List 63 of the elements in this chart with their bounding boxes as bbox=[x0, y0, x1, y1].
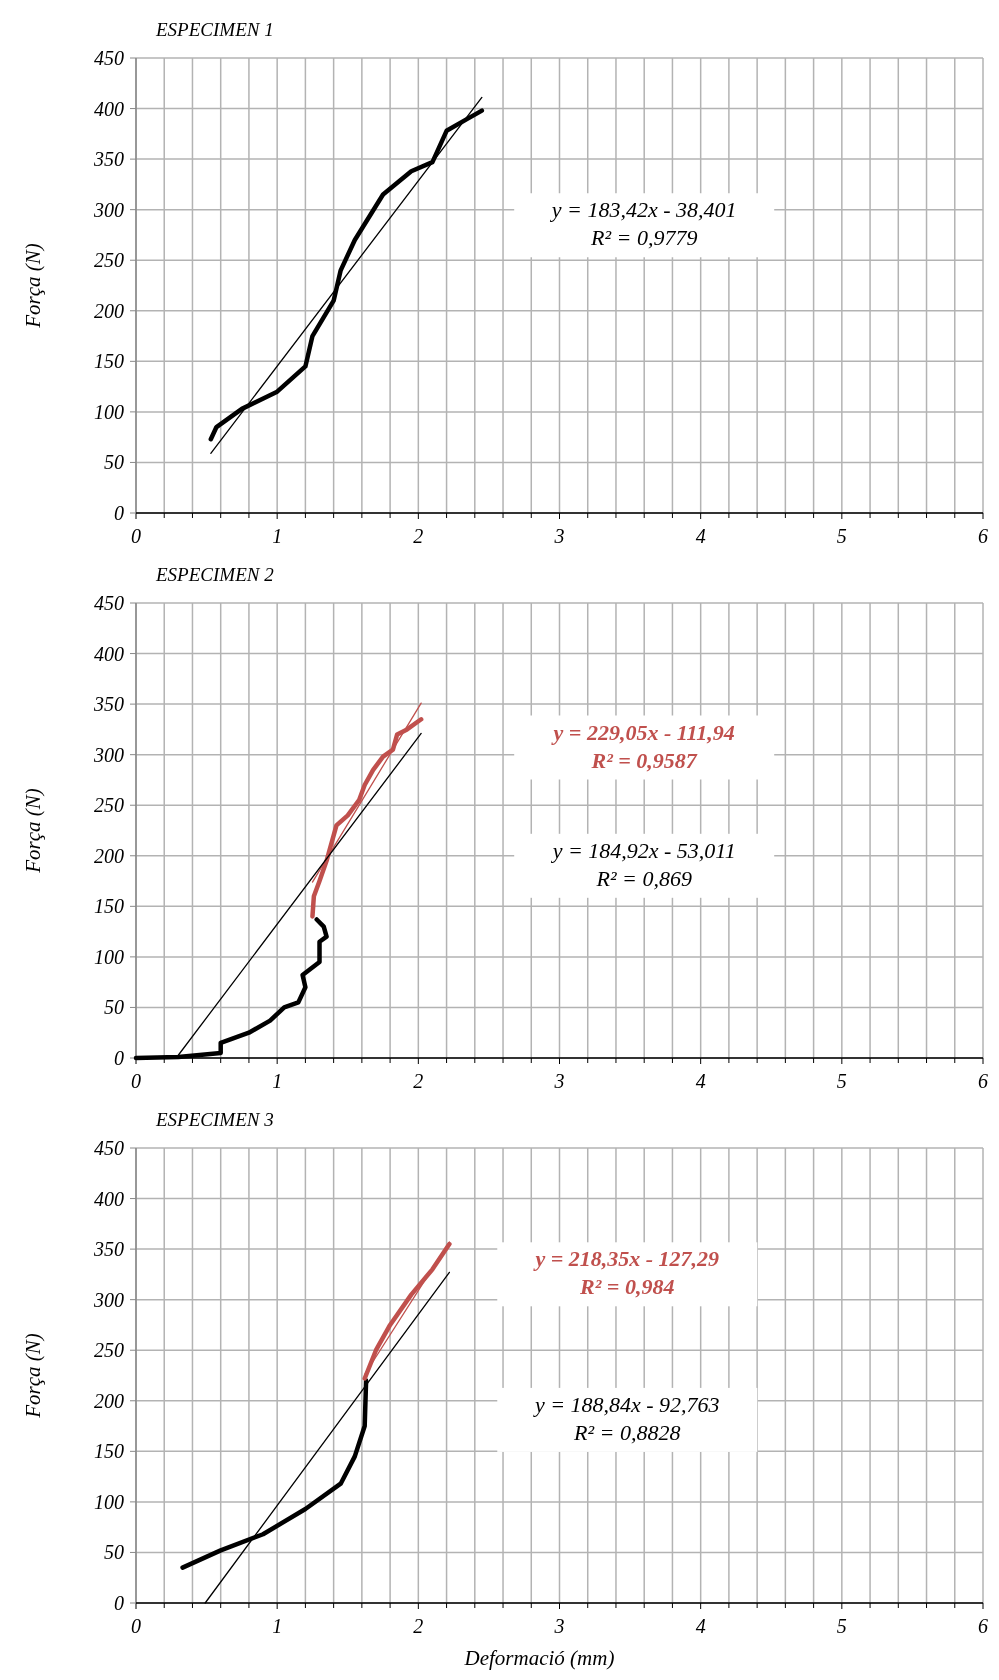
annotation: y = 188,84x - 92,763 R² = 0,8828 bbox=[532, 1391, 720, 1445]
x-axis-title: Deformació (mm) bbox=[463, 1646, 615, 1670]
x-tick-label: 4 bbox=[695, 1070, 706, 1092]
y-tick-label: 0 bbox=[114, 1592, 124, 1614]
y-tick-label: 100 bbox=[94, 945, 124, 968]
x-tick-label: 1 bbox=[272, 1070, 283, 1092]
annotation: y = 184,92x - 53,011 R² = 0,869 bbox=[550, 837, 736, 891]
y-tick-label: 0 bbox=[114, 502, 124, 524]
y-tick-label: 400 bbox=[94, 97, 124, 120]
x-tick-label: 4 bbox=[695, 1615, 706, 1637]
y-tick-label: 300 bbox=[93, 198, 124, 221]
x-tick-label: 3 bbox=[553, 1615, 565, 1637]
y-tick-label: 400 bbox=[94, 1187, 124, 1210]
x-tick-label: 6 bbox=[978, 525, 988, 547]
y-tick-label: 150 bbox=[94, 1440, 124, 1463]
x-tick-label: 6 bbox=[978, 1615, 988, 1637]
y-tick-label: 250 bbox=[94, 1339, 124, 1362]
y-tick-label: 200 bbox=[94, 1389, 124, 1412]
x-tick-label: 2 bbox=[413, 1615, 424, 1637]
y-tick-label: 250 bbox=[94, 794, 124, 817]
y-axis-title: Força (N) bbox=[21, 1333, 45, 1419]
y-tick-label: 150 bbox=[94, 895, 124, 918]
y-tick-label: 100 bbox=[94, 400, 124, 423]
x-tick-label: 1 bbox=[272, 1615, 283, 1637]
x-tick-label: 2 bbox=[413, 1070, 424, 1092]
x-tick-label: 5 bbox=[836, 1070, 847, 1092]
x-tick-label: 0 bbox=[131, 525, 141, 547]
x-tick-label: 5 bbox=[836, 1615, 847, 1637]
x-tick-label: 0 bbox=[131, 1615, 141, 1637]
y-tick-label: 450 bbox=[94, 592, 124, 614]
chart-title: ESPECIMEN 2 bbox=[155, 564, 275, 585]
y-tick-label: 100 bbox=[94, 1490, 124, 1513]
annotation: y = 229,05x - 111,94 R² = 0,9587 bbox=[550, 719, 735, 773]
annotation: y = 218,35x - 127,29 R² = 0,984 bbox=[532, 1246, 720, 1300]
y-tick-label: 450 bbox=[94, 47, 124, 69]
y-tick-label: 200 bbox=[94, 844, 124, 867]
y-tick-label: 450 bbox=[94, 1137, 124, 1159]
y-tick-label: 400 bbox=[94, 642, 124, 665]
y-tick-label: 50 bbox=[104, 996, 124, 1019]
y-tick-label: 300 bbox=[93, 1288, 124, 1311]
x-tick-label: 5 bbox=[836, 525, 847, 547]
y-tick-label: 200 bbox=[94, 299, 124, 322]
y-tick-label: 350 bbox=[93, 148, 124, 171]
x-tick-label: 3 bbox=[553, 1070, 565, 1092]
y-tick-label: 350 bbox=[93, 1238, 124, 1261]
y-tick-label: 150 bbox=[94, 350, 124, 373]
y-tick-label: 300 bbox=[93, 743, 124, 766]
annotation: y = 183,42x - 38,401 R² = 0,9779 bbox=[549, 197, 737, 251]
y-tick-label: 350 bbox=[93, 693, 124, 716]
y-axis-title: Força (N) bbox=[21, 788, 45, 874]
y-tick-label: 50 bbox=[104, 1541, 124, 1564]
chart-title: ESPECIMEN 3 bbox=[155, 1109, 274, 1130]
x-tick-label: 0 bbox=[131, 1070, 141, 1092]
y-axis-title: Força (N) bbox=[21, 243, 45, 329]
chart-title: ESPECIMEN 1 bbox=[155, 19, 274, 40]
y-tick-label: 250 bbox=[94, 249, 124, 272]
y-tick-label: 50 bbox=[104, 451, 124, 474]
y-tick-label: 0 bbox=[114, 1047, 124, 1069]
x-tick-label: 6 bbox=[978, 1070, 988, 1092]
x-tick-label: 4 bbox=[695, 525, 706, 547]
x-tick-label: 1 bbox=[272, 525, 283, 547]
x-tick-label: 2 bbox=[413, 525, 424, 547]
x-tick-label: 3 bbox=[553, 525, 565, 547]
